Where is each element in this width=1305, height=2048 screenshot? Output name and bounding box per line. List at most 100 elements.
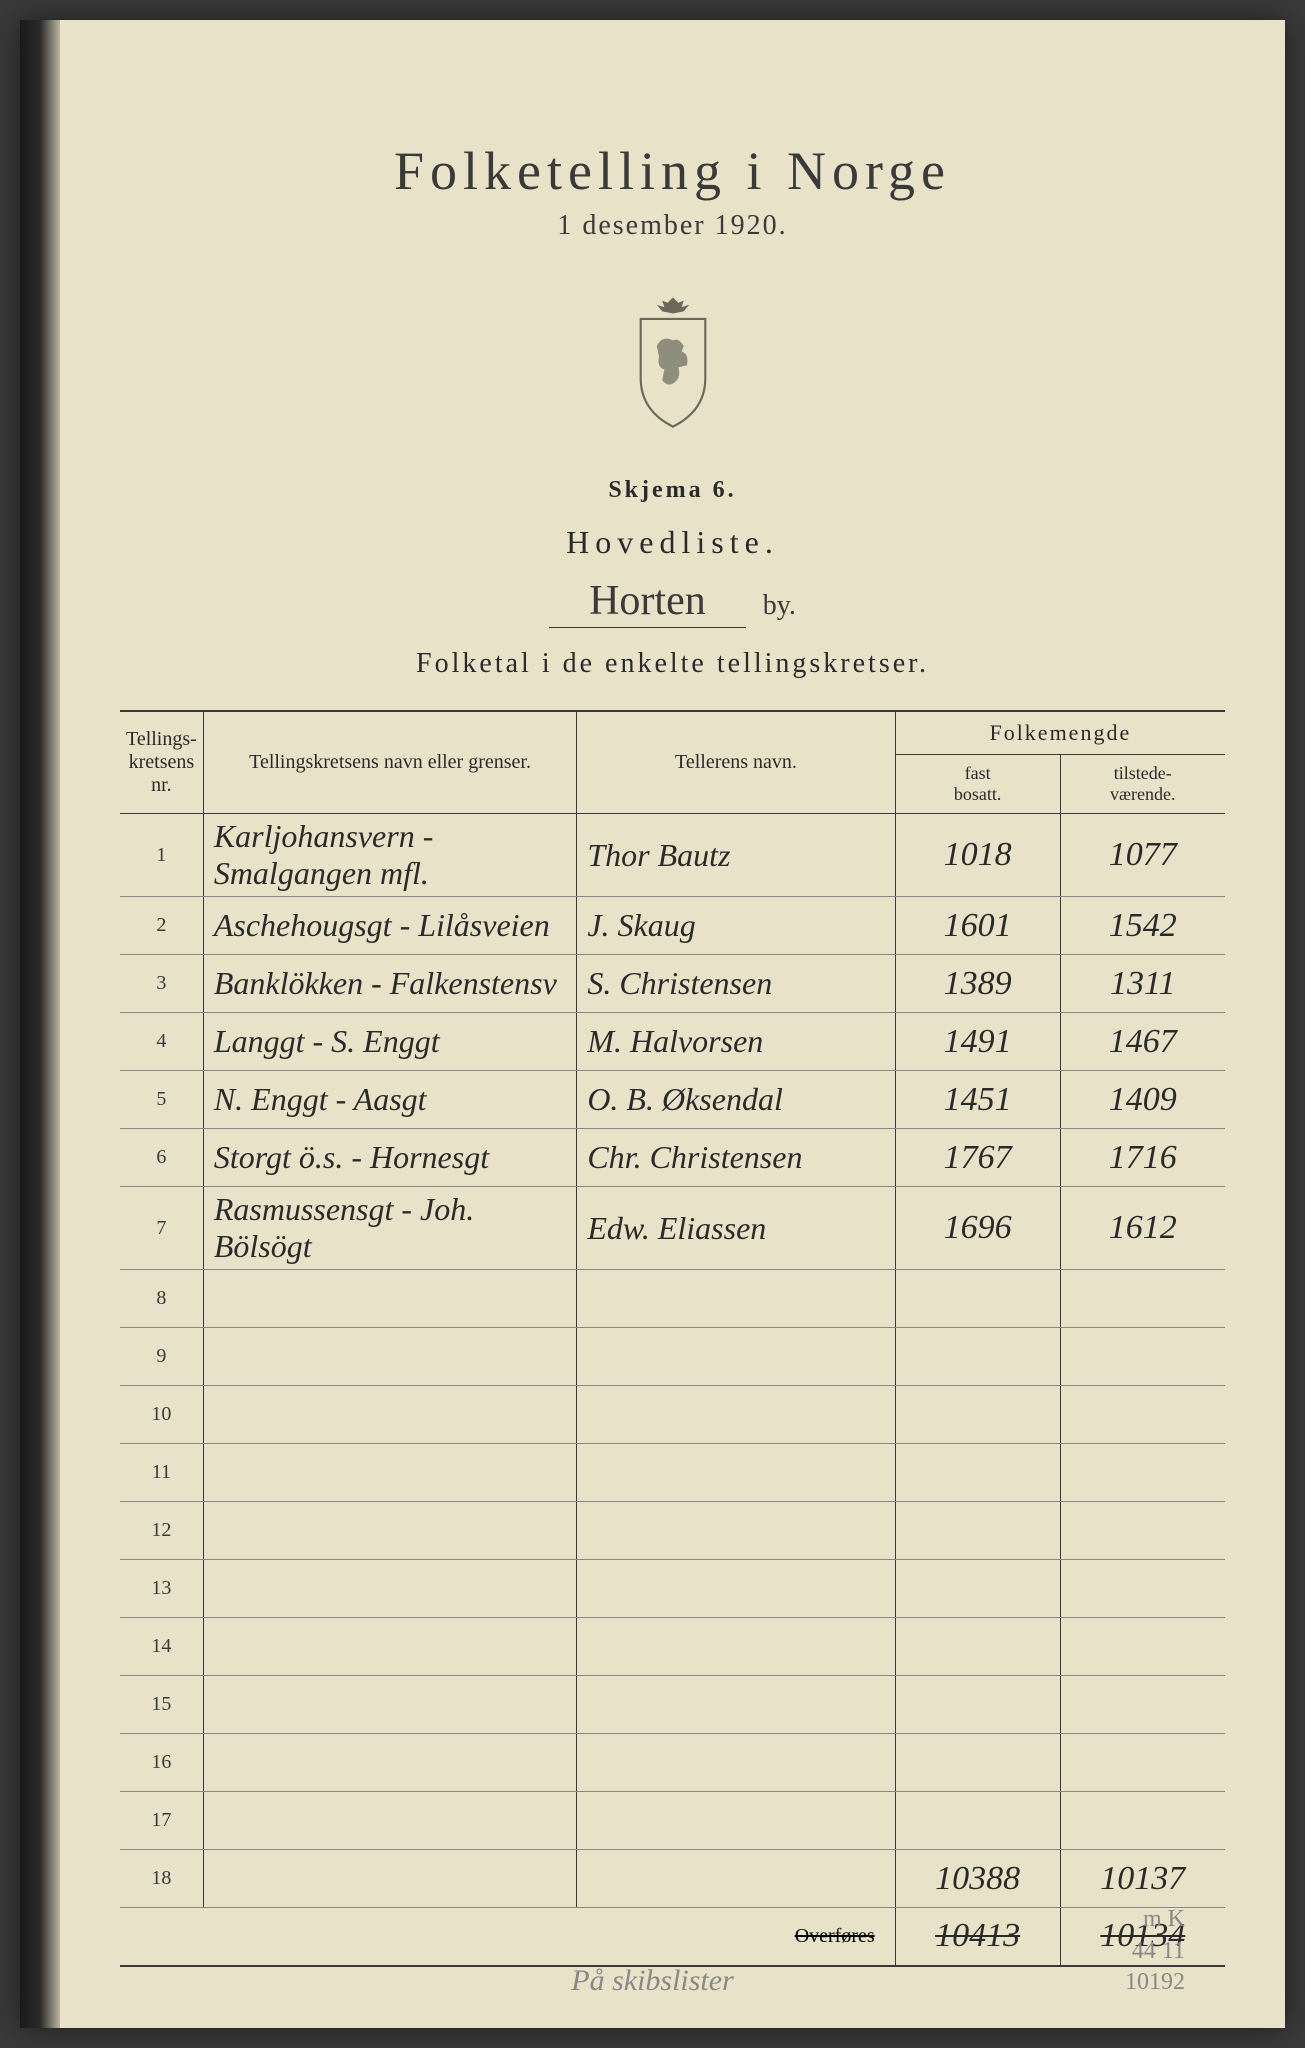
table-row: 15 bbox=[120, 1676, 1225, 1734]
cell-name bbox=[203, 1618, 577, 1676]
cell-nr: 9 bbox=[120, 1328, 203, 1386]
header-nr: Tellings- kretsens nr. bbox=[120, 711, 203, 814]
cell-name bbox=[203, 1328, 577, 1386]
cell-til bbox=[1060, 1328, 1225, 1386]
table-row: 18 10388 10137 bbox=[120, 1850, 1225, 1908]
cell-name: Storgt ö.s. - Hornesgt bbox=[203, 1129, 577, 1187]
cell-til: 10137 bbox=[1060, 1850, 1225, 1908]
table-row: 2 Aschehougsgt - Lilåsveien J. Skaug 160… bbox=[120, 897, 1225, 955]
cell-fast: 1491 bbox=[895, 1013, 1060, 1071]
table-row: 5 N. Enggt - Aasgt O. B. Øksendal 1451 1… bbox=[120, 1071, 1225, 1129]
overfores-label: Overføres bbox=[120, 1908, 895, 1966]
cell-nr: 5 bbox=[120, 1071, 203, 1129]
document-header: Folketelling i Norge 1 desember 1920. Sk… bbox=[120, 140, 1225, 680]
cell-nr: 10 bbox=[120, 1386, 203, 1444]
header-tilstede: tilstede- værende. bbox=[1060, 755, 1225, 814]
cell-fast: 1696 bbox=[895, 1187, 1060, 1270]
cell-fast: 1018 bbox=[895, 814, 1060, 897]
cell-til bbox=[1060, 1502, 1225, 1560]
skjema-label: Skjema 6. bbox=[120, 477, 1225, 504]
table-row: 8 bbox=[120, 1270, 1225, 1328]
table-row: 4 Langgt - S. Enggt M. Halvorsen 1491 14… bbox=[120, 1013, 1225, 1071]
cell-teller: S. Christensen bbox=[577, 955, 895, 1013]
table-row: 13 bbox=[120, 1560, 1225, 1618]
table-row: 6 Storgt ö.s. - Hornesgt Chr. Christense… bbox=[120, 1129, 1225, 1187]
cell-name bbox=[203, 1386, 577, 1444]
cell-name: Banklökken - Falkenstensv bbox=[203, 955, 577, 1013]
subtitle: Folketal i de enkelte tellingskretser. bbox=[120, 648, 1225, 680]
cell-teller bbox=[577, 1386, 895, 1444]
header-folkemengde: Folkemengde bbox=[895, 711, 1225, 755]
cell-nr: 3 bbox=[120, 955, 203, 1013]
cell-til: 1077 bbox=[1060, 814, 1225, 897]
cell-til: 1716 bbox=[1060, 1129, 1225, 1187]
cell-nr: 4 bbox=[120, 1013, 203, 1071]
cell-nr: 7 bbox=[120, 1187, 203, 1270]
cell-teller bbox=[577, 1502, 895, 1560]
cell-nr: 6 bbox=[120, 1129, 203, 1187]
cell-fast: 1767 bbox=[895, 1129, 1060, 1187]
cell-name bbox=[203, 1734, 577, 1792]
table-row: 3 Banklökken - Falkenstensv S. Christens… bbox=[120, 955, 1225, 1013]
cell-teller: Chr. Christensen bbox=[577, 1129, 895, 1187]
cell-teller bbox=[577, 1618, 895, 1676]
cell-fast: 1389 bbox=[895, 955, 1060, 1013]
cell-name: N. Enggt - Aasgt bbox=[203, 1071, 577, 1129]
cell-name: Rasmussensgt - Joh. Bölsögt bbox=[203, 1187, 577, 1270]
cell-teller bbox=[577, 1792, 895, 1850]
cell-nr: 14 bbox=[120, 1618, 203, 1676]
cell-teller bbox=[577, 1444, 895, 1502]
cell-name bbox=[203, 1270, 577, 1328]
document-page: Folketelling i Norge 1 desember 1920. Sk… bbox=[20, 20, 1285, 2028]
table-row: 9 bbox=[120, 1328, 1225, 1386]
coat-of-arms-icon bbox=[618, 292, 728, 432]
header-teller: Tellerens navn. bbox=[577, 711, 895, 814]
cell-teller: M. Halvorsen bbox=[577, 1013, 895, 1071]
cell-fast bbox=[895, 1386, 1060, 1444]
cell-fast bbox=[895, 1502, 1060, 1560]
by-suffix: by. bbox=[763, 590, 796, 621]
table-row: 11 bbox=[120, 1444, 1225, 1502]
cell-til bbox=[1060, 1618, 1225, 1676]
cell-til bbox=[1060, 1676, 1225, 1734]
cell-nr: 15 bbox=[120, 1676, 203, 1734]
cell-name bbox=[203, 1850, 577, 1908]
date-line: 1 desember 1920. bbox=[120, 210, 1225, 242]
cell-til bbox=[1060, 1560, 1225, 1618]
cell-til: 1409 bbox=[1060, 1071, 1225, 1129]
cell-til: 1612 bbox=[1060, 1187, 1225, 1270]
cell-name: Karljohansvern - Smalgangen mfl. bbox=[203, 814, 577, 897]
main-title: Folketelling i Norge bbox=[120, 140, 1225, 202]
cell-nr: 13 bbox=[120, 1560, 203, 1618]
cell-name bbox=[203, 1792, 577, 1850]
cell-teller: Thor Bautz bbox=[577, 814, 895, 897]
cell-nr: 16 bbox=[120, 1734, 203, 1792]
cell-teller bbox=[577, 1850, 895, 1908]
cell-nr: 12 bbox=[120, 1502, 203, 1560]
cell-fast bbox=[895, 1444, 1060, 1502]
cell-name: Aschehougsgt - Lilåsveien bbox=[203, 897, 577, 955]
cell-til bbox=[1060, 1734, 1225, 1792]
header-name: Tellingskretsens navn eller grenser. bbox=[203, 711, 577, 814]
cell-fast: 1601 bbox=[895, 897, 1060, 955]
cell-teller bbox=[577, 1270, 895, 1328]
cell-teller: O. B. Øksendal bbox=[577, 1071, 895, 1129]
table-row: 1 Karljohansvern - Smalgangen mfl. Thor … bbox=[120, 814, 1225, 897]
cell-nr: 11 bbox=[120, 1444, 203, 1502]
overfores-fast: 10413 bbox=[895, 1908, 1060, 1966]
cell-nr: 1 bbox=[120, 814, 203, 897]
cell-teller: J. Skaug bbox=[577, 897, 895, 955]
city-line: Horten by. bbox=[120, 577, 1225, 628]
table-row: 14 bbox=[120, 1618, 1225, 1676]
cell-til bbox=[1060, 1270, 1225, 1328]
cell-til bbox=[1060, 1386, 1225, 1444]
cell-fast bbox=[895, 1270, 1060, 1328]
header-fast: fast bosatt. bbox=[895, 755, 1060, 814]
city-name: Horten bbox=[549, 577, 746, 628]
table-row: 10 bbox=[120, 1386, 1225, 1444]
cell-fast bbox=[895, 1328, 1060, 1386]
cell-name: Langgt - S. Enggt bbox=[203, 1013, 577, 1071]
cell-nr: 2 bbox=[120, 897, 203, 955]
cell-fast bbox=[895, 1792, 1060, 1850]
cell-nr: 8 bbox=[120, 1270, 203, 1328]
